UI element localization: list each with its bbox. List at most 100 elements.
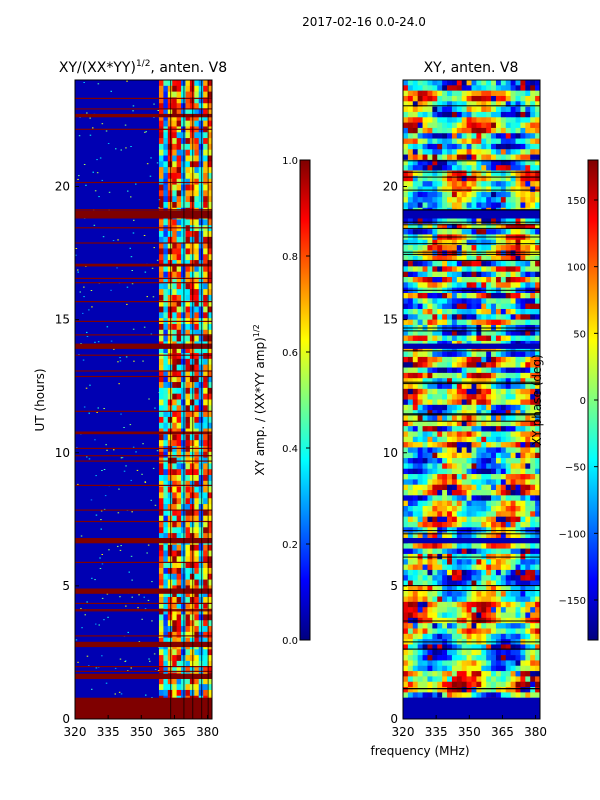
phase-cell (456, 218, 463, 225)
amplitude-cell (172, 161, 177, 168)
phase-cell (403, 495, 409, 501)
phase-cell (486, 607, 492, 613)
phase-cell (510, 628, 516, 635)
amplitude-speckle (146, 296, 148, 298)
phase-cell (407, 410, 414, 416)
amplitude-speckle (75, 254, 77, 256)
phase-cell (510, 277, 516, 283)
phase-cell (500, 474, 507, 480)
phase-cell (495, 649, 502, 656)
phase-cell (432, 223, 438, 230)
phase-cell (442, 633, 448, 640)
phase-cell (407, 282, 414, 288)
phase-cell (495, 85, 502, 91)
amplitude-cell (176, 684, 182, 691)
phase-cell (447, 564, 453, 571)
phase-cell (427, 191, 433, 198)
phase-cell (432, 623, 438, 629)
phase-cell (461, 223, 467, 230)
phase-cell (500, 511, 507, 517)
phase-cell (515, 463, 521, 470)
phase-cell (520, 607, 526, 613)
phase-cell (491, 660, 497, 667)
phase-cell (486, 159, 492, 166)
phase-cell (412, 516, 418, 523)
phase-cell (520, 628, 526, 635)
phase-cell (427, 585, 433, 592)
phase-cell (520, 394, 526, 400)
phase-cell (476, 569, 482, 576)
amplitude-cell (203, 498, 208, 505)
phase-cell (515, 495, 521, 501)
phase-cell (471, 127, 477, 134)
phase-cell (471, 671, 477, 677)
phase-cell (510, 378, 516, 384)
phase-cell (427, 665, 433, 672)
phase-cell (505, 484, 511, 491)
amplitude-speckle (91, 688, 93, 690)
phase-cell (471, 319, 477, 326)
phase-cell (515, 218, 521, 225)
phase-cell (510, 271, 516, 278)
phase-cell (491, 495, 497, 501)
phase-cell (407, 399, 414, 406)
phase-cell (505, 319, 511, 326)
phase-cell (456, 186, 463, 193)
amplitude-cell (163, 440, 169, 447)
amplitude-speckle (127, 190, 129, 192)
phase-cell (510, 127, 516, 134)
amplitude-speckle (77, 269, 79, 271)
phase-cell (515, 122, 521, 129)
phase-cell (525, 687, 531, 693)
phase-cell (466, 447, 472, 454)
phase-cell (447, 516, 453, 523)
phase-cell (505, 569, 511, 576)
phase-cell (495, 122, 502, 129)
phase-cell (500, 143, 507, 150)
phase-cell (525, 80, 531, 86)
phase-cell (481, 506, 487, 512)
phase-cell (495, 239, 502, 246)
phase-cell (456, 495, 463, 501)
amplitude-cell (207, 533, 212, 540)
phase-cell (500, 181, 507, 187)
amplitude-cell (185, 591, 191, 598)
phase-cell (422, 175, 428, 182)
phase-cell (495, 474, 502, 480)
amplitude-cell (185, 527, 191, 534)
phase-cell (471, 474, 477, 480)
amplitude-cell (207, 97, 212, 104)
phase-cell (417, 335, 423, 342)
phase-cell (456, 649, 463, 656)
amplitude-speckle (136, 469, 139, 471)
phase-cell (442, 601, 448, 608)
phase-cell (515, 80, 521, 86)
phase-cell (432, 569, 438, 576)
phase-cell (525, 229, 531, 235)
phase-cell (525, 293, 531, 299)
amplitude-flagged-band (75, 343, 212, 349)
phase-cell (505, 346, 511, 352)
phase-cell (535, 575, 540, 581)
phase-cell (403, 165, 409, 171)
phase-cell (515, 266, 521, 273)
phase-cell (471, 101, 477, 107)
phase-cell (422, 612, 428, 619)
amplitude-cell (158, 312, 164, 319)
phase-cell (530, 447, 536, 454)
phase-cell (515, 154, 521, 161)
phase-cell (471, 436, 477, 443)
amplitude-cell (185, 684, 191, 691)
phase-cell (505, 202, 511, 209)
phase-cell (515, 133, 521, 139)
phase-cell (451, 378, 458, 384)
amplitude-speckle (83, 406, 86, 408)
phase-cell (422, 197, 428, 203)
phase-cell (495, 154, 502, 161)
phase-cell (535, 250, 540, 257)
phase-cell (500, 633, 507, 640)
phase-cell (466, 671, 472, 677)
phase-cell (417, 330, 423, 336)
amplitude-cell (194, 323, 200, 331)
amplitude-cell (172, 509, 177, 516)
